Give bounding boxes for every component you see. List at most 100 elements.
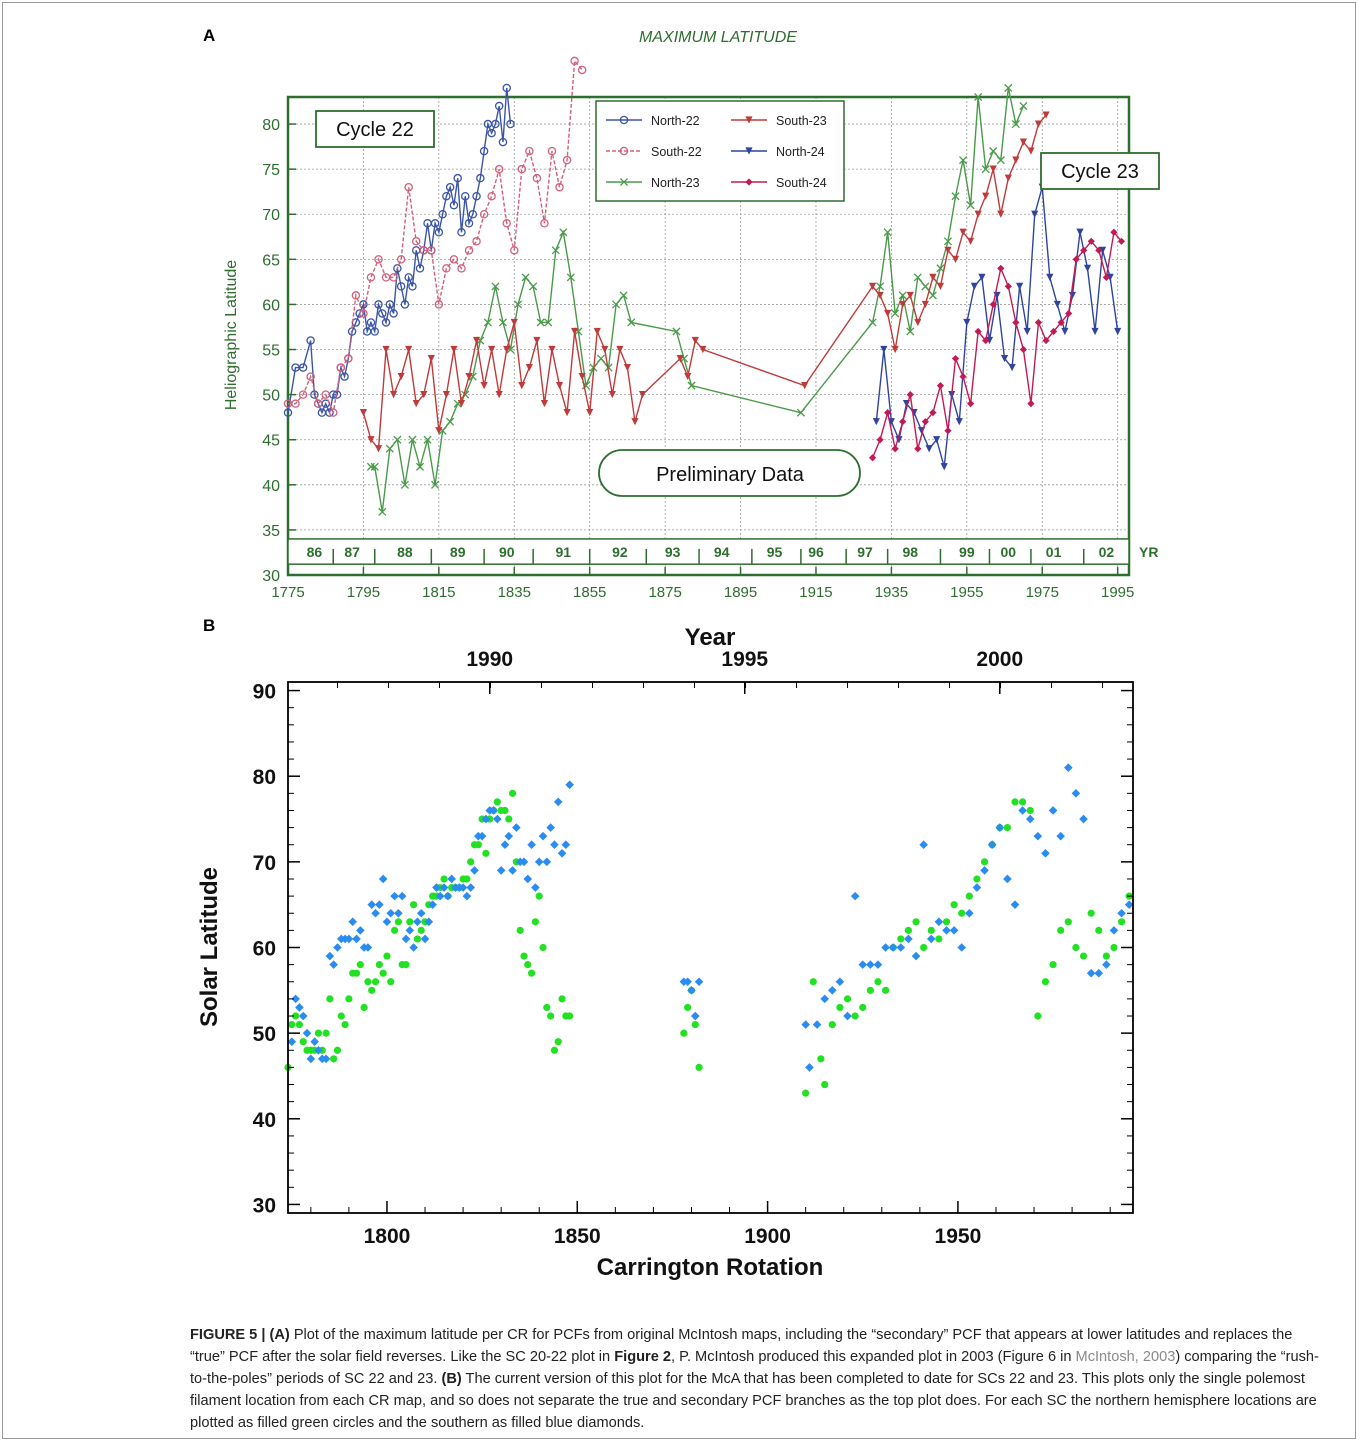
data-point — [1008, 363, 1016, 372]
year-label: 95 — [767, 544, 783, 560]
data-point — [480, 382, 488, 390]
data-point — [1027, 400, 1035, 408]
data-point — [385, 444, 394, 453]
data-point — [532, 173, 542, 183]
data-point — [691, 336, 699, 345]
data-point — [410, 901, 418, 909]
data-point — [465, 372, 473, 381]
data-point — [891, 309, 900, 318]
panel-a-label: A — [203, 26, 216, 45]
cycle-23-box: Cycle 23 — [1040, 152, 1160, 190]
data-point — [1068, 291, 1077, 300]
data-point — [1109, 926, 1119, 935]
data-point — [359, 309, 368, 318]
data-point — [1031, 210, 1039, 218]
data-point — [457, 400, 466, 408]
data-point — [420, 934, 430, 944]
data-point — [472, 237, 481, 246]
data-point — [366, 318, 376, 327]
data-point — [413, 917, 422, 927]
data-point — [906, 391, 914, 399]
data-point — [884, 309, 892, 318]
data-point — [390, 926, 399, 934]
data-point — [375, 900, 384, 909]
figure-caption: FIGURE 5 | (A) Plot of the maximum latit… — [190, 1324, 1330, 1434]
data-point — [520, 952, 528, 960]
data-point — [453, 173, 462, 183]
data-point — [934, 917, 944, 927]
data-point — [513, 300, 523, 309]
data-point — [880, 345, 888, 354]
y-tick-label: 55 — [262, 343, 280, 360]
data-point — [506, 119, 515, 129]
data-point — [911, 951, 921, 961]
data-point — [321, 1054, 331, 1064]
data-point — [1003, 874, 1012, 884]
data-point — [430, 219, 440, 228]
y-tick-label: 70 — [253, 852, 276, 875]
data-point — [333, 1046, 342, 1054]
data-point — [427, 354, 435, 363]
data-point — [1114, 327, 1122, 336]
data-point — [424, 917, 434, 927]
svg-text:Preliminary Data: Preliminary Data — [656, 464, 805, 486]
y-tick-label: 40 — [262, 478, 280, 495]
series-group — [283, 56, 1126, 516]
data-point — [1011, 119, 1020, 129]
data-point — [967, 400, 975, 408]
data-point — [333, 943, 342, 952]
data-point — [1012, 156, 1020, 164]
data-point — [970, 282, 978, 290]
data-point — [1099, 246, 1107, 254]
legend-marker — [619, 146, 629, 156]
legend-marker — [745, 116, 753, 124]
data-point — [1063, 763, 1073, 772]
data-point — [523, 874, 533, 884]
data-point — [951, 255, 960, 263]
data-point — [487, 191, 496, 201]
data-point — [570, 56, 579, 66]
data-point — [417, 926, 425, 934]
data-point — [446, 417, 455, 426]
data-point — [935, 935, 943, 943]
data-point — [1072, 943, 1080, 952]
data-point — [503, 345, 511, 354]
data-point — [978, 273, 986, 281]
data-point — [528, 969, 536, 977]
data-point — [531, 918, 540, 926]
data-point — [443, 891, 453, 901]
data-point — [557, 848, 567, 858]
year-label: 98 — [902, 544, 918, 560]
data-point — [1004, 282, 1012, 290]
x-tick-label: 1915 — [799, 584, 832, 601]
data-point — [386, 908, 396, 918]
data-point — [504, 831, 514, 841]
data-point — [330, 1055, 338, 1063]
data-point — [404, 273, 413, 282]
data-point — [809, 978, 817, 986]
data-point — [843, 995, 852, 1003]
data-point — [904, 934, 913, 944]
data-point — [378, 874, 388, 884]
caption-reference-link[interactable]: McIntosh, 2003 — [1075, 1349, 1176, 1365]
x-tick-label: 1775 — [271, 584, 304, 601]
data-point — [500, 840, 510, 850]
caption-figure-2-link[interactable]: Figure 2 — [614, 1349, 671, 1365]
data-point — [943, 237, 953, 246]
data-point — [980, 858, 989, 866]
data-point — [405, 926, 415, 935]
data-point — [496, 866, 506, 875]
year-label: 87 — [344, 544, 360, 560]
data-point — [516, 926, 524, 934]
data-point — [306, 336, 315, 345]
data-point — [966, 201, 975, 210]
legend-marker — [619, 177, 629, 187]
chart-title: MAXIMUM LATITUDE — [639, 29, 797, 46]
data-point — [378, 309, 387, 318]
data-point — [1049, 327, 1058, 336]
data-point — [548, 345, 556, 354]
data-point — [434, 228, 444, 237]
data-point — [438, 209, 447, 219]
caption-figure-label: FIGURE 5 | (A) — [190, 1327, 290, 1343]
year-label: 88 — [397, 544, 413, 560]
